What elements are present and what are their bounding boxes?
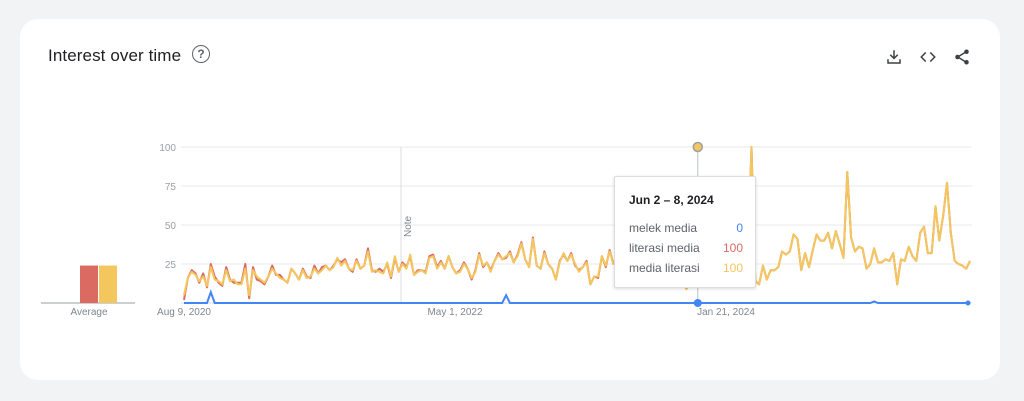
y-tick-label: 100 xyxy=(159,143,176,154)
note-label: Note xyxy=(403,215,414,237)
y-tick-label: 75 xyxy=(165,182,177,193)
average-label: Average xyxy=(70,307,108,318)
series-line-melek-media xyxy=(184,289,970,304)
series-line-media-literasi xyxy=(183,146,971,297)
x-tick-label: May 1, 2022 xyxy=(427,307,482,318)
x-tick-label: Aug 9, 2020 xyxy=(157,307,211,318)
share-icon[interactable] xyxy=(952,47,972,67)
tooltip-value-melek: 0 xyxy=(736,221,743,235)
tooltip-label-media: media literasi xyxy=(629,261,700,275)
interest-over-time-card: Interest over time ? xyxy=(20,19,1000,380)
tooltip-date: Jun 2 – 8, 2024 xyxy=(629,193,714,207)
series-line-literasi-media xyxy=(183,146,971,301)
highlight-point-melek xyxy=(693,299,702,307)
highlight-point-media xyxy=(692,141,704,153)
y-tick-label: 25 xyxy=(165,260,177,271)
tooltip-value-media: 100 xyxy=(722,261,743,275)
download-icon[interactable] xyxy=(884,47,904,67)
chart-tooltip: Jun 2 – 8, 2024 melek media 0 literasi m… xyxy=(614,176,756,288)
average-bar xyxy=(99,265,117,303)
tooltip-value-literasi: 100 xyxy=(722,241,743,255)
tooltip-label-literasi: literasi media xyxy=(629,241,700,255)
page-bottom xyxy=(0,385,1024,401)
card-title: Interest over time xyxy=(48,46,182,65)
y-tick-label: 50 xyxy=(165,221,177,232)
help-icon[interactable]: ? xyxy=(192,45,210,63)
average-bar xyxy=(80,265,98,303)
x-tick-label: Jan 21, 2024 xyxy=(697,307,755,318)
tooltip-label-melek: melek media xyxy=(629,221,698,235)
embed-icon[interactable] xyxy=(918,47,938,67)
end-point-melek xyxy=(965,300,971,306)
